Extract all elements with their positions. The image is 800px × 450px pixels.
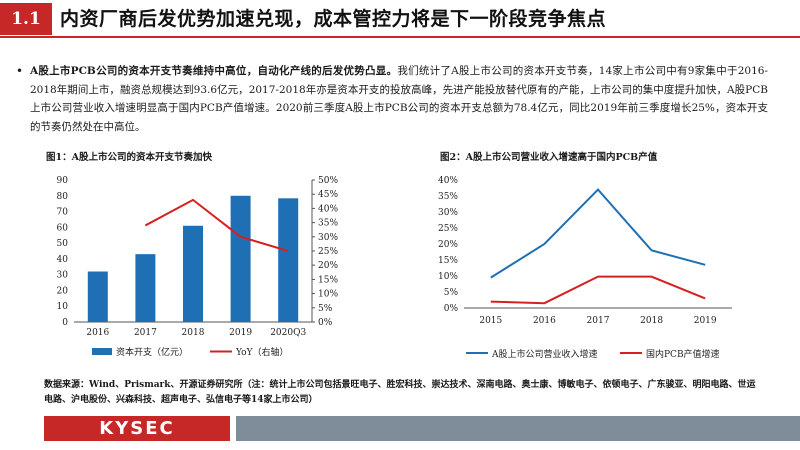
right-tick-label: 35% [318, 219, 338, 229]
body-text: 我们统计了A股上市公司的资本开支节奏，14家上市公司中有9家集中于2016-20… [30, 65, 768, 133]
left-tick-label: 80 [57, 192, 69, 202]
left-tick-label: 50 [57, 239, 69, 249]
left-tick-label: 60 [57, 223, 69, 233]
right-tick-label: 25% [318, 247, 338, 257]
legend-bar-label: 资本开支（亿元） [116, 346, 188, 358]
y-tick-label: 10% [438, 272, 458, 282]
y-tick-label: 20% [438, 240, 458, 250]
bullet-icon: • [16, 64, 24, 78]
left-tick-label: 90 [57, 176, 69, 186]
data-source-note: 数据来源：Wind、Prismark、开源证券研究所（注：统计上市公司包括景旺电… [44, 380, 756, 405]
legend-red-label: 国内PCB产值增速 [646, 348, 720, 360]
capex-bar [230, 195, 251, 322]
left-tick-label: 70 [57, 208, 69, 218]
x-tick-label: 2017 [587, 316, 610, 326]
right-tick-label: 15% [318, 275, 338, 285]
lead-sentence: A股上市PCB公司的资本开支节奏维持中高位，自动化产线的后发优势凸显。 [30, 65, 398, 77]
left-tick-label: 10 [57, 302, 69, 312]
figure-2-title: 图2：A股上市公司营业收入增速高于国内PCB产值 [440, 152, 658, 163]
x-tick-label: 2018 [182, 328, 205, 338]
x-tick-label: 2019 [694, 316, 717, 326]
right-tick-label: 0% [318, 318, 333, 328]
left-tick-label: 30 [57, 271, 69, 281]
right-tick-label: 45% [318, 190, 338, 200]
x-tick-label: 2017 [134, 328, 157, 338]
legend-line-label: YoY（右轴） [235, 346, 289, 358]
capex-chart: 0 10 20 30 40 50 60 70 80 90 0% 5% 10% 15% 20% 25% 30% 35… [57, 176, 339, 358]
footer-band: KYSEC [0, 416, 800, 441]
right-tick-label: 30% [318, 233, 338, 243]
pcb-output-growth-line [490, 275, 706, 305]
x-tick-label: 2019 [229, 328, 252, 338]
capex-bar [183, 225, 203, 322]
page-header: 1.1 内资厂商后发优势加速兑现，成本管控力将是下一阶段竞争焦点 [0, 0, 800, 36]
growth-chart: 0% 5% 10% 15% 20% 25% 30% 35% 40% 2015 2016 2017 201… [438, 176, 732, 360]
capex-bar [278, 198, 299, 322]
right-tick-label: 20% [318, 261, 338, 271]
right-tick-label: 40% [318, 204, 338, 214]
y-tick-label: 15% [438, 256, 458, 266]
y-tick-label: 30% [438, 208, 458, 218]
capex-bar [135, 254, 156, 322]
revenue-growth-line [490, 188, 706, 279]
legend-bar-swatch [92, 348, 112, 355]
capex-bar [87, 271, 108, 322]
body-paragraph-block: • A股上市PCB公司的资本开支节奏维持中高位，自动化产线的后发优势凸显。我们统… [16, 62, 768, 136]
left-tick-label: 0 [62, 318, 68, 328]
left-tick-label: 20 [57, 286, 69, 296]
x-tick-label: 2018 [640, 316, 663, 326]
x-tick-label: 2015 [479, 316, 502, 326]
y-tick-label: 0% [444, 304, 459, 314]
header-divider [0, 36, 800, 38]
y-tick-label: 5% [444, 288, 459, 298]
y-tick-label: 40% [438, 176, 458, 186]
x-tick-label: 2020Q3 [270, 328, 306, 338]
x-tick-label: 2016 [86, 328, 109, 338]
body-paragraph: A股上市PCB公司的资本开支节奏维持中高位，自动化产线的后发优势凸显。我们统计了… [30, 62, 768, 136]
right-tick-label: 5% [318, 304, 333, 314]
right-tick-label: 50% [318, 176, 338, 186]
kysec-logo: KYSEC [44, 416, 230, 441]
y-tick-label: 35% [438, 192, 458, 202]
section-number-badge: 1.1 [0, 3, 52, 35]
y-tick-label: 25% [438, 224, 458, 234]
x-tick-label: 2016 [533, 316, 556, 326]
right-tick-label: 10% [318, 290, 338, 300]
figure-1-title: 图1：A股上市公司的资本开支节奏加快 [46, 152, 212, 163]
yoy-line [144, 198, 289, 252]
legend-blue-label: A股上市公司营业收入增速 [491, 348, 598, 360]
page-title: 内资厂商后发优势加速兑现，成本管控力将是下一阶段竞争焦点 [60, 8, 607, 30]
footer-gray-bar [236, 416, 800, 441]
left-tick-label: 40 [57, 255, 69, 265]
